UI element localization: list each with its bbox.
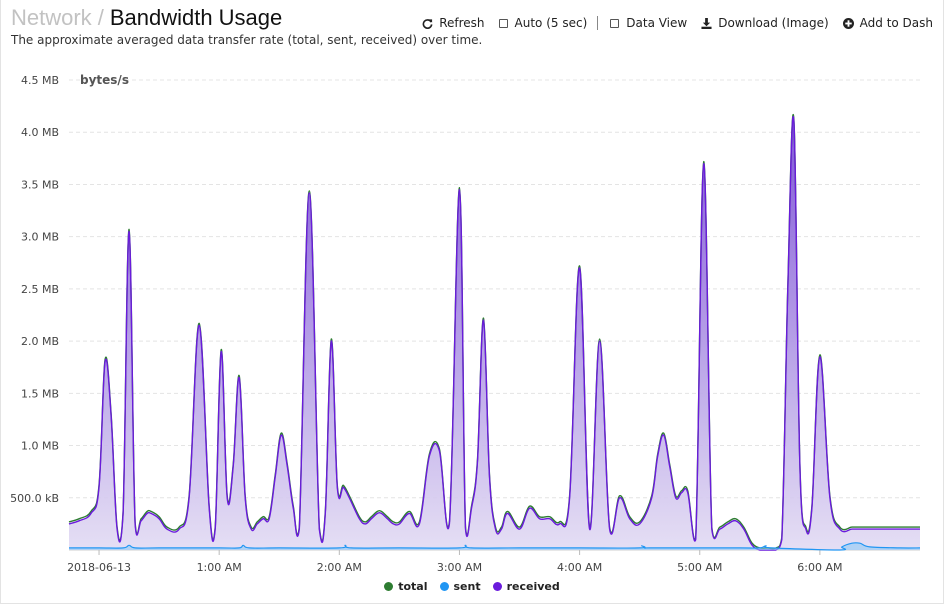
- legend-label-received: received: [506, 580, 560, 593]
- legend-item-sent[interactable]: sent: [439, 580, 481, 593]
- legend-swatch-total: [384, 582, 394, 591]
- page-header: Network / Bandwidth Usage: [11, 5, 282, 31]
- breadcrumb-network[interactable]: Network: [11, 5, 92, 30]
- auto-refresh-toggle[interactable]: Auto (5 sec): [498, 16, 588, 30]
- x-tick-label: 4:00 AM: [557, 561, 602, 574]
- plus-circle-icon: [842, 17, 854, 29]
- download-icon: [701, 17, 712, 29]
- y-tick-label: 2.5 MB: [21, 283, 59, 296]
- y-tick-label: 3.0 MB: [21, 231, 59, 244]
- y-tick-label: 2.0 MB: [21, 335, 59, 348]
- legend-label-sent: sent: [453, 580, 481, 593]
- series-received-area: [69, 116, 920, 550]
- data-view-checkbox[interactable]: [610, 18, 620, 28]
- legend-swatch-received: [492, 582, 502, 591]
- y-tick-label: 1.5 MB: [21, 387, 59, 400]
- legend-item-total[interactable]: total: [384, 580, 428, 593]
- download-label: Download (Image): [718, 16, 829, 30]
- toolbar-divider: [597, 16, 599, 30]
- breadcrumb-separator: /: [97, 5, 104, 30]
- refresh-icon: [422, 18, 433, 29]
- legend-label-total: total: [398, 580, 428, 593]
- y-tick-label: 500.0 kB: [10, 492, 59, 505]
- bandwidth-chart[interactable]: 500.0 kB 1.0 MB 1.5 MB 2.0 MB 2.5 MB 3.0 MB 3.…: [0, 60, 944, 580]
- legend-item-received[interactable]: received: [492, 580, 560, 593]
- page-subtitle: The approximate averaged data transfer r…: [11, 33, 483, 47]
- x-tick-label: 6:00 AM: [797, 561, 842, 574]
- refresh-label: Refresh: [439, 16, 485, 30]
- legend-swatch-sent: [439, 582, 449, 591]
- data-view-label: Data View: [626, 16, 688, 30]
- y-tick-label: 1.0 MB: [21, 440, 59, 453]
- download-image-button[interactable]: Download (Image): [701, 16, 829, 30]
- y-tick-label: 4.0 MB: [21, 126, 59, 139]
- chart-toolbar: Refresh Auto (5 sec) Data View Download …: [408, 16, 933, 30]
- x-tick-label: 2018-06-13: [67, 561, 131, 574]
- auto-refresh-label: Auto (5 sec): [514, 16, 588, 30]
- x-tick-label: 2:00 AM: [317, 561, 362, 574]
- series-sent-line: [69, 542, 921, 551]
- add-to-dash-button[interactable]: Add to Dash: [842, 16, 933, 30]
- page-title: Bandwidth Usage: [109, 5, 283, 30]
- x-tick-label: 1:00 AM: [197, 561, 242, 574]
- chart-legend: total sent received: [0, 580, 944, 593]
- x-tick-label: 5:00 AM: [677, 561, 722, 574]
- data-view-toggle[interactable]: Data View: [610, 16, 687, 30]
- x-tick-label: 3:00 AM: [437, 561, 482, 574]
- y-tick-label: 4.5 MB: [21, 74, 59, 87]
- y-tick-label: 3.5 MB: [21, 178, 59, 191]
- y-unit-label: bytes/s: [80, 73, 129, 87]
- refresh-button[interactable]: Refresh: [422, 16, 485, 30]
- series-received-line: [68, 116, 920, 551]
- add-to-dash-label: Add to Dash: [859, 16, 933, 30]
- auto-refresh-checkbox[interactable]: [498, 18, 508, 28]
